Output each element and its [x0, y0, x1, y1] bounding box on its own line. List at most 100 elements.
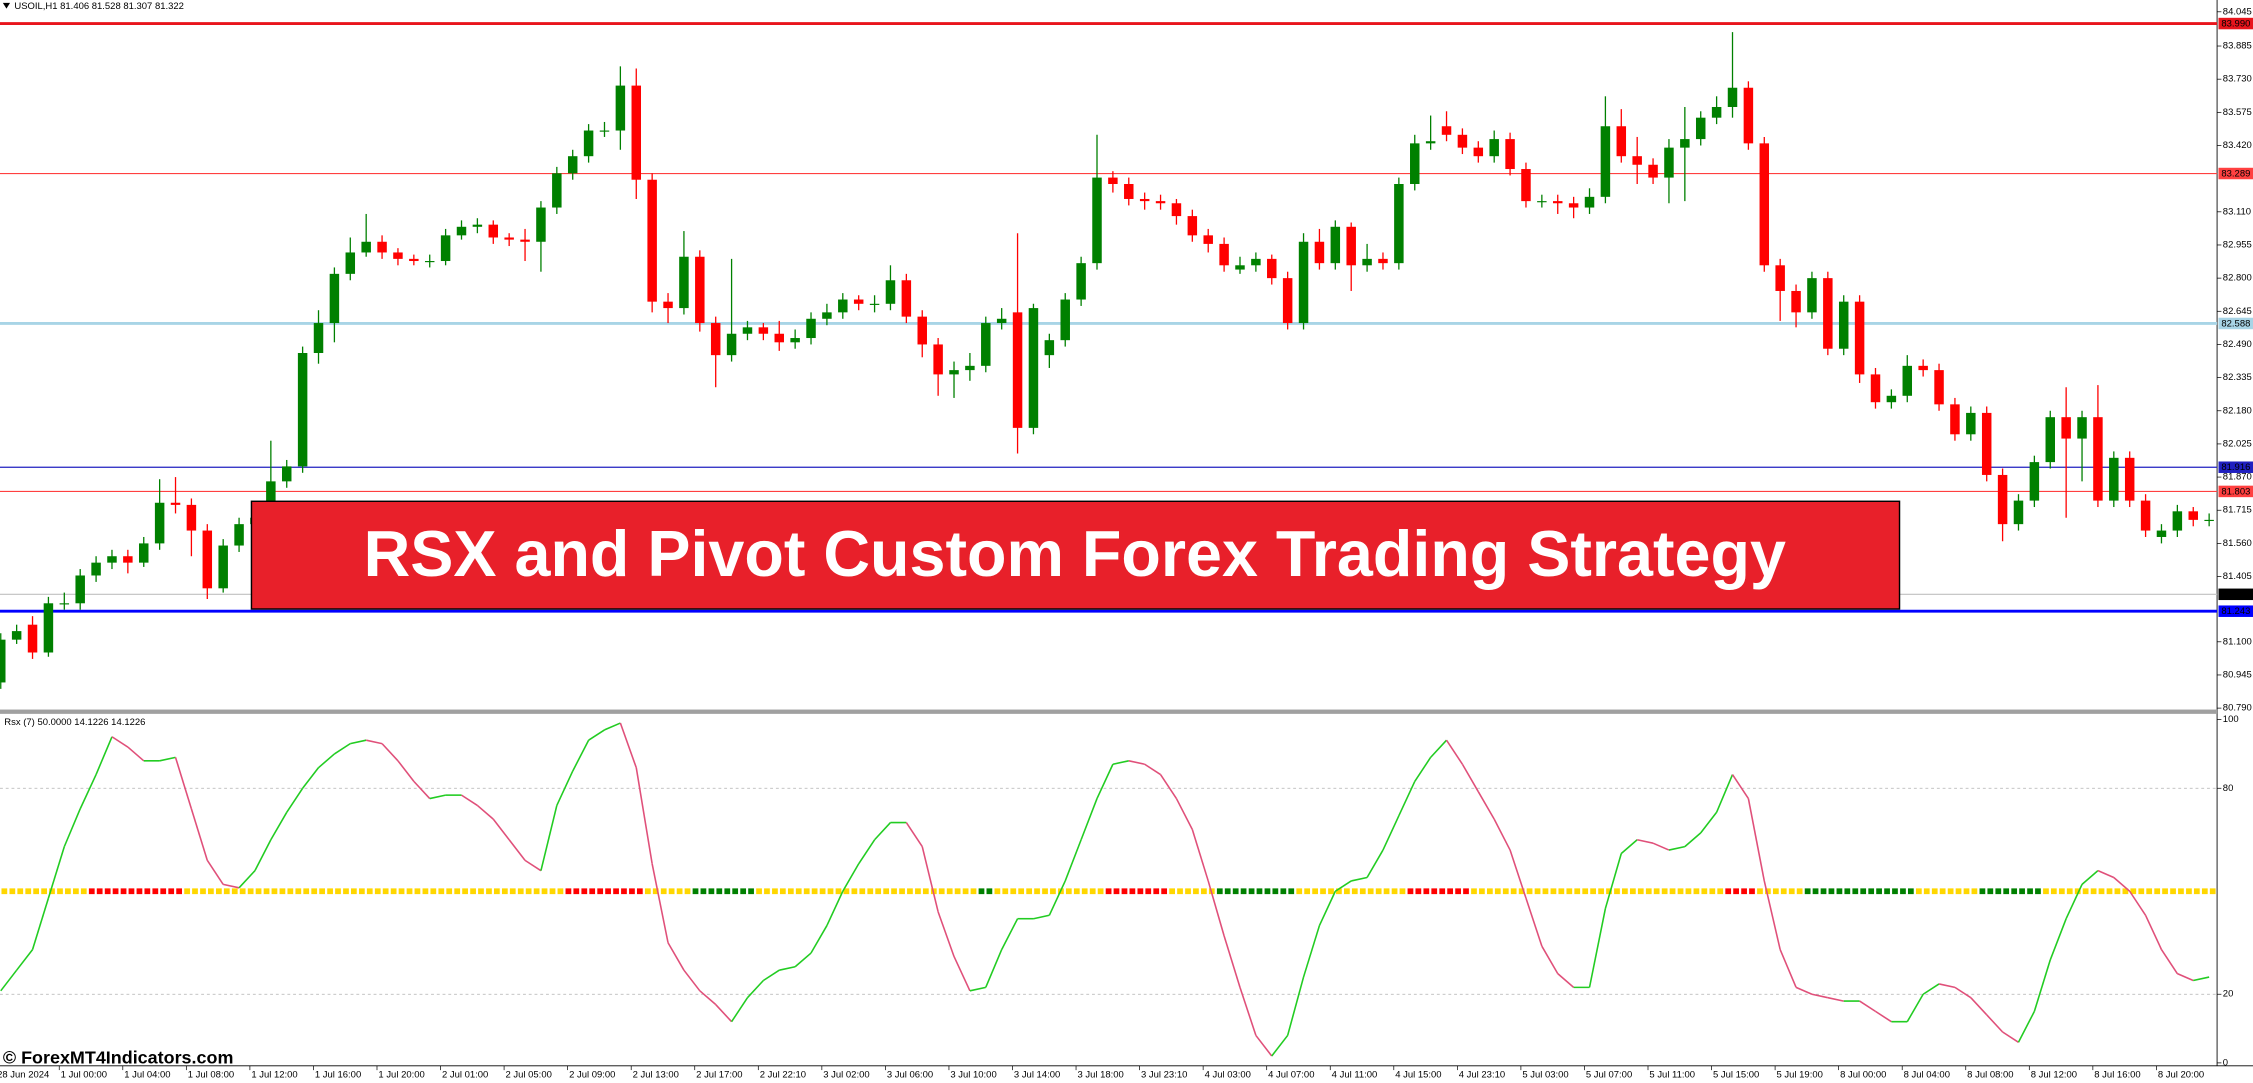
signal-dot: [136, 888, 143, 895]
candle-body: [790, 338, 800, 343]
rsx-segment: [1096, 763, 1114, 799]
y-tick-label: 83.885: [2223, 41, 2252, 52]
signal-dot: [2186, 888, 2192, 895]
signal-dot: [732, 888, 739, 895]
candle-body: [1695, 117, 1706, 140]
rsx-segment: [1859, 1000, 1876, 1013]
candle-body: [1854, 301, 1865, 375]
signal-dot: [1463, 888, 1469, 895]
signal-dot: [493, 888, 500, 895]
candle-body: [1775, 265, 1785, 291]
signal-dot: [660, 888, 667, 895]
signal-dot: [1828, 888, 1835, 895]
signal-dot: [374, 888, 381, 895]
x-tick-label: 8 Jul 08:00: [1967, 1070, 2013, 1081]
rsx-segment: [127, 746, 145, 762]
rsx-segment: [1144, 763, 1161, 776]
signal-dot: [875, 888, 882, 895]
candle-body: [2045, 417, 2056, 463]
signal-dot: [1542, 888, 1549, 895]
signal-dot: [1145, 888, 1152, 895]
signal-dot: [2027, 888, 2033, 895]
pivot-label-box: [2218, 588, 2253, 601]
signal-dot: [2019, 888, 2025, 895]
candle-body: [1902, 365, 1913, 396]
candle-body: [0, 639, 6, 683]
x-tick-label: 1 Jul 04:00: [124, 1070, 170, 1081]
signal-dot: [271, 888, 278, 895]
signal-dot: [1510, 888, 1517, 895]
candle-body: [901, 280, 912, 317]
signal-dot: [1701, 888, 1708, 895]
y-tick-label: 82.490: [2223, 339, 2252, 350]
signal-dot: [1065, 888, 1072, 895]
y-tick-label: 20: [2223, 989, 2234, 1000]
x-tick-label: 3 Jul 10:00: [950, 1070, 996, 1081]
signal-dot: [1900, 888, 1906, 895]
candle-body: [43, 603, 54, 653]
rsx-segment: [2144, 914, 2163, 950]
symbol-menu-arrow[interactable]: [2, 2, 11, 9]
signal-dot: [978, 888, 985, 895]
candle-body: [1155, 201, 1166, 204]
signal-dot: [1502, 888, 1509, 895]
signal-dot: [2066, 888, 2073, 895]
x-tick-label: 28 Jun 2024: [0, 1070, 49, 1081]
signal-dot: [1931, 888, 1938, 895]
rsx-segment: [1398, 781, 1416, 817]
rsx-segment: [2049, 918, 2067, 961]
rsx-segment: [1064, 839, 1082, 882]
signal-dot: [1566, 888, 1573, 895]
signal-dot: [2050, 888, 2057, 895]
candle-body: [758, 327, 769, 334]
signal-dot: [787, 888, 794, 895]
x-tick-label: 2 Jul 05:00: [506, 1070, 552, 1081]
signal-dot: [1280, 888, 1287, 895]
signal-dot: [1240, 888, 1247, 895]
rsx-segment: [1779, 949, 1797, 988]
rsx-segment: [699, 990, 717, 1006]
signal-dot: [2201, 888, 2208, 895]
rsx-segment: [1604, 853, 1623, 909]
rsx-segment: [1922, 983, 1940, 995]
candle-body: [806, 318, 816, 339]
signal-dot: [1733, 888, 1739, 895]
candle-body: [1219, 243, 1229, 266]
signal-dot: [1256, 888, 1263, 895]
rsx-segment: [476, 804, 494, 820]
candle-body: [377, 241, 387, 253]
rsx-segment: [1668, 845, 1686, 851]
rsx-segment: [1493, 818, 1511, 851]
signal-dot: [1399, 888, 1406, 895]
signal-dot: [1161, 888, 1168, 895]
candle-body: [2140, 500, 2151, 531]
signal-dot: [73, 888, 79, 895]
signal-dot: [597, 888, 604, 895]
signal-dot: [1113, 888, 1120, 895]
rsx-segment: [953, 956, 971, 992]
candle-body: [1934, 370, 1944, 405]
y-tick-label: 81.870: [2223, 472, 2252, 483]
signal-dot: [795, 888, 802, 895]
signal-dot: [1351, 888, 1358, 895]
candle-body: [139, 543, 149, 563]
y-tick-label: 80.790: [2223, 703, 2252, 714]
rsx-segment: [2002, 1031, 2019, 1043]
rsx-segment: [1906, 993, 1924, 1023]
candle-body: [774, 333, 784, 343]
rsx-segment: [969, 986, 986, 992]
candle-body: [202, 530, 213, 589]
x-tick-label: 1 Jul 20:00: [378, 1070, 424, 1081]
x-tick-label: 4 Jul 23:10: [1459, 1070, 1505, 1081]
signal-dot: [366, 888, 373, 895]
signal-dot: [1431, 888, 1438, 895]
rsx-segment: [317, 753, 335, 769]
signal-dot: [1892, 888, 1898, 895]
pivot-label: 83.990: [2221, 18, 2250, 29]
candle-body: [1108, 177, 1118, 185]
rsx-segment: [2177, 972, 2194, 982]
signal-dot: [1169, 888, 1176, 895]
rsx-segment: [826, 890, 844, 926]
candle-body: [2156, 530, 2167, 537]
signal-dot: [1876, 888, 1882, 895]
